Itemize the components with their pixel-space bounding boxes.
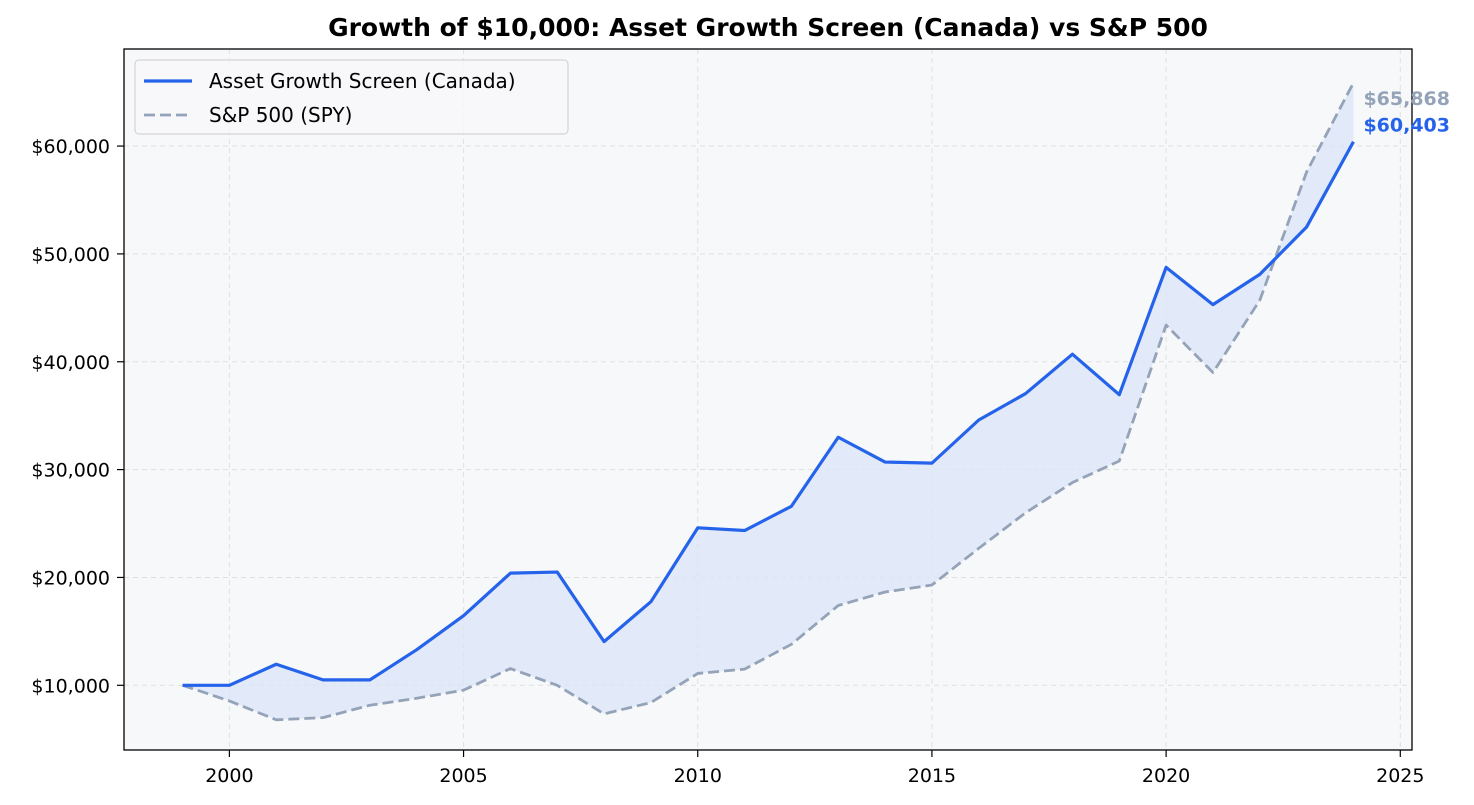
end-labels: $65,868 $60,403 xyxy=(1363,88,1450,137)
plot-frame xyxy=(123,48,1413,751)
legend-label-sp500: S&P 500 (SPY) xyxy=(209,103,352,127)
x-tick-label-3: 2015 xyxy=(908,765,956,787)
y-tick-label-5: $60,000 xyxy=(31,136,110,158)
legend-box xyxy=(134,59,569,135)
chart-title: Growth of $10,000: Asset Growth Screen (… xyxy=(328,13,1208,42)
fill-between-region xyxy=(182,82,1354,720)
y-axis: $10,000 $20,000 $30,000 $40,000 $50,000 $60,0… xyxy=(31,136,124,697)
x-axis: 2000 2005 2010 2015 2020 2025 xyxy=(205,750,1424,787)
x-tick-label-1: 2005 xyxy=(439,765,487,787)
y-tick-label-0: $10,000 xyxy=(31,675,110,697)
end-label-asset-growth: $60,403 xyxy=(1363,115,1450,137)
y-tick-label-2: $30,000 xyxy=(31,460,110,482)
end-label-sp500: $65,868 xyxy=(1363,88,1450,110)
x-tick-label-5: 2025 xyxy=(1376,765,1424,787)
fill-between-area xyxy=(182,82,1354,720)
y-tick-label-3: $40,000 xyxy=(31,352,110,374)
series-line-0 xyxy=(182,140,1355,687)
x-tick-label-4: 2020 xyxy=(1142,765,1190,787)
legend: Asset Growth Screen (Canada) S&P 500 (SP… xyxy=(134,59,569,135)
legend-label-asset-growth: Asset Growth Screen (Canada) xyxy=(209,69,516,93)
y-tick-label-4: $50,000 xyxy=(31,244,110,266)
series-lines xyxy=(182,82,1355,722)
x-tick-label-2: 2010 xyxy=(674,765,722,787)
x-tick-label-0: 2000 xyxy=(205,765,253,787)
y-tick-label-1: $20,000 xyxy=(31,567,110,589)
